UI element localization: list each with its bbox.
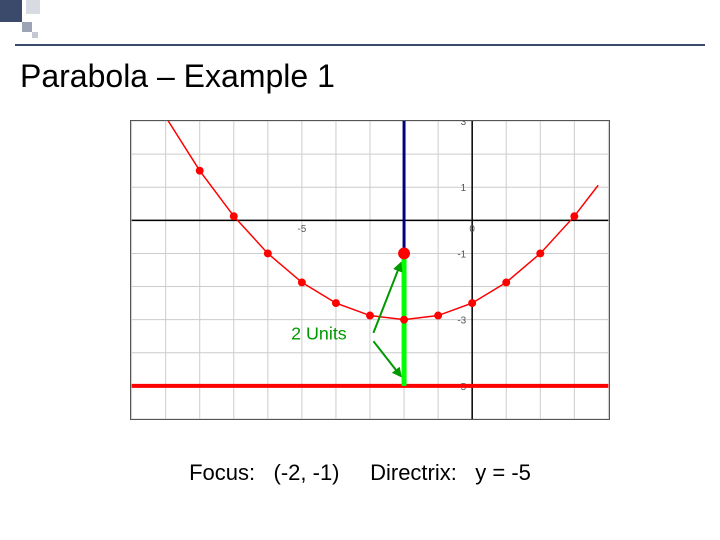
svg-text:-5: -5 (297, 224, 306, 235)
svg-text:-3: -3 (457, 316, 466, 327)
directrix-label: Directrix: (370, 460, 457, 485)
svg-text:-1: -1 (457, 249, 466, 260)
focus-value: (-2, -1) (274, 460, 340, 485)
chart-svg: -50-5-3-1132 Units (131, 121, 609, 419)
svg-text:2 Units: 2 Units (291, 324, 347, 344)
slide-title: Parabola – Example 1 (20, 58, 335, 95)
header-rule (15, 44, 705, 46)
focus-label: Focus: (189, 460, 255, 485)
directrix-value: y = -5 (475, 460, 531, 485)
parabola-chart: -50-5-3-1132 Units (130, 120, 610, 420)
caption: Focus: (-2, -1) Directrix: y = -5 (0, 460, 720, 486)
svg-text:1: 1 (461, 183, 467, 194)
svg-text:3: 3 (461, 121, 467, 128)
svg-text:0: 0 (469, 224, 475, 235)
